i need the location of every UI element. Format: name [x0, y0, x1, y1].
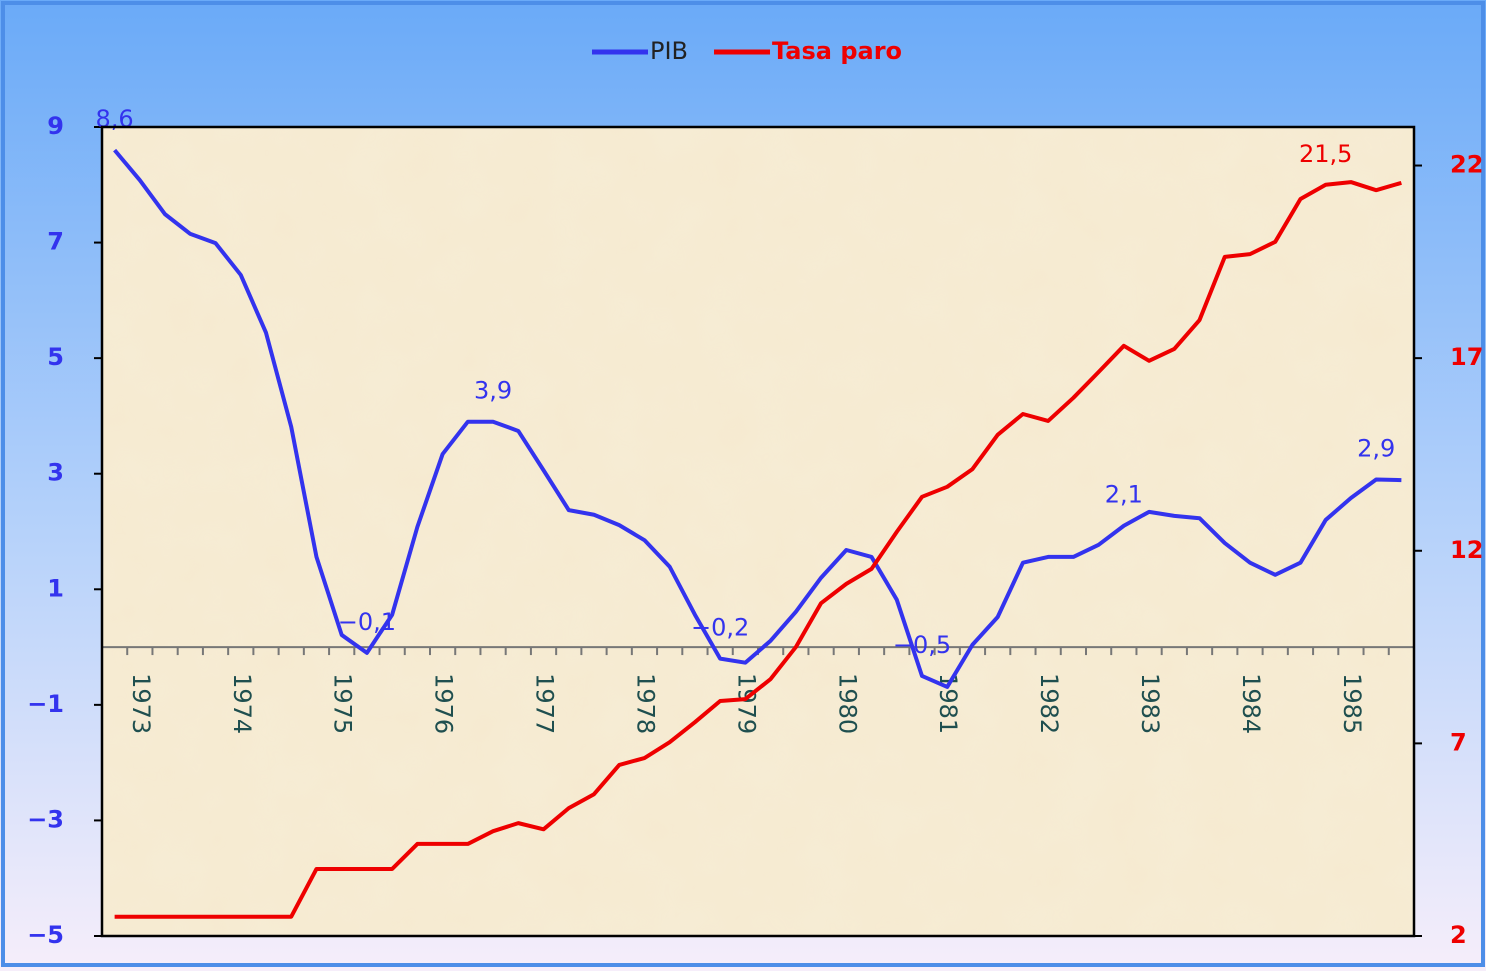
- data-label: 2,9: [1357, 434, 1395, 462]
- y2-tick-label: 22: [1450, 151, 1483, 179]
- x-tick-label: 1983: [1136, 673, 1164, 734]
- data-label: −0,1: [338, 608, 396, 636]
- x-tick-label: 1982: [1035, 673, 1063, 734]
- data-label: 2,1: [1105, 481, 1143, 509]
- data-label: −0,5: [893, 631, 951, 659]
- y2-tick-label: 17: [1450, 343, 1483, 371]
- x-tick-label: 1977: [531, 673, 559, 734]
- data-label: −0,2: [691, 614, 749, 642]
- x-tick-label: 1980: [833, 673, 861, 734]
- y-tick-label: 1: [47, 574, 64, 602]
- legend-label: PIB: [650, 37, 688, 65]
- x-tick-label: 1975: [329, 673, 357, 734]
- data-label: 3,9: [474, 377, 512, 405]
- x-tick-label: 1979: [732, 673, 760, 734]
- x-tick-label: 1985: [1338, 673, 1366, 734]
- plot-texture: [102, 127, 1414, 936]
- y-tick-label: 3: [47, 459, 64, 487]
- y-tick-label: 7: [47, 228, 64, 256]
- legend-label: Tasa paro: [772, 37, 902, 65]
- x-tick-label: 1973: [127, 673, 155, 734]
- data-label: 21,5: [1299, 140, 1352, 168]
- x-tick-label: 1978: [631, 673, 659, 734]
- y-tick-label: 9: [47, 112, 64, 140]
- legend: PIB Tasa paro: [592, 37, 902, 65]
- y-tick-label: −5: [27, 921, 64, 949]
- x-tick-label: 1976: [430, 673, 458, 734]
- y-tick-label: 5: [47, 343, 64, 371]
- y2-tick-label: 7: [1450, 728, 1467, 756]
- x-tick-label: 1984: [1237, 673, 1265, 734]
- y2-tick-label: 2: [1450, 921, 1467, 949]
- y-tick-label: −1: [27, 690, 64, 718]
- x-tick-label: 1974: [228, 673, 256, 734]
- series-line: [113, 148, 1402, 689]
- series-line: [114, 180, 1402, 919]
- y2-tick-label: 12: [1450, 536, 1483, 564]
- plot-border: [100, 125, 1416, 938]
- y-tick-label: −3: [27, 805, 64, 833]
